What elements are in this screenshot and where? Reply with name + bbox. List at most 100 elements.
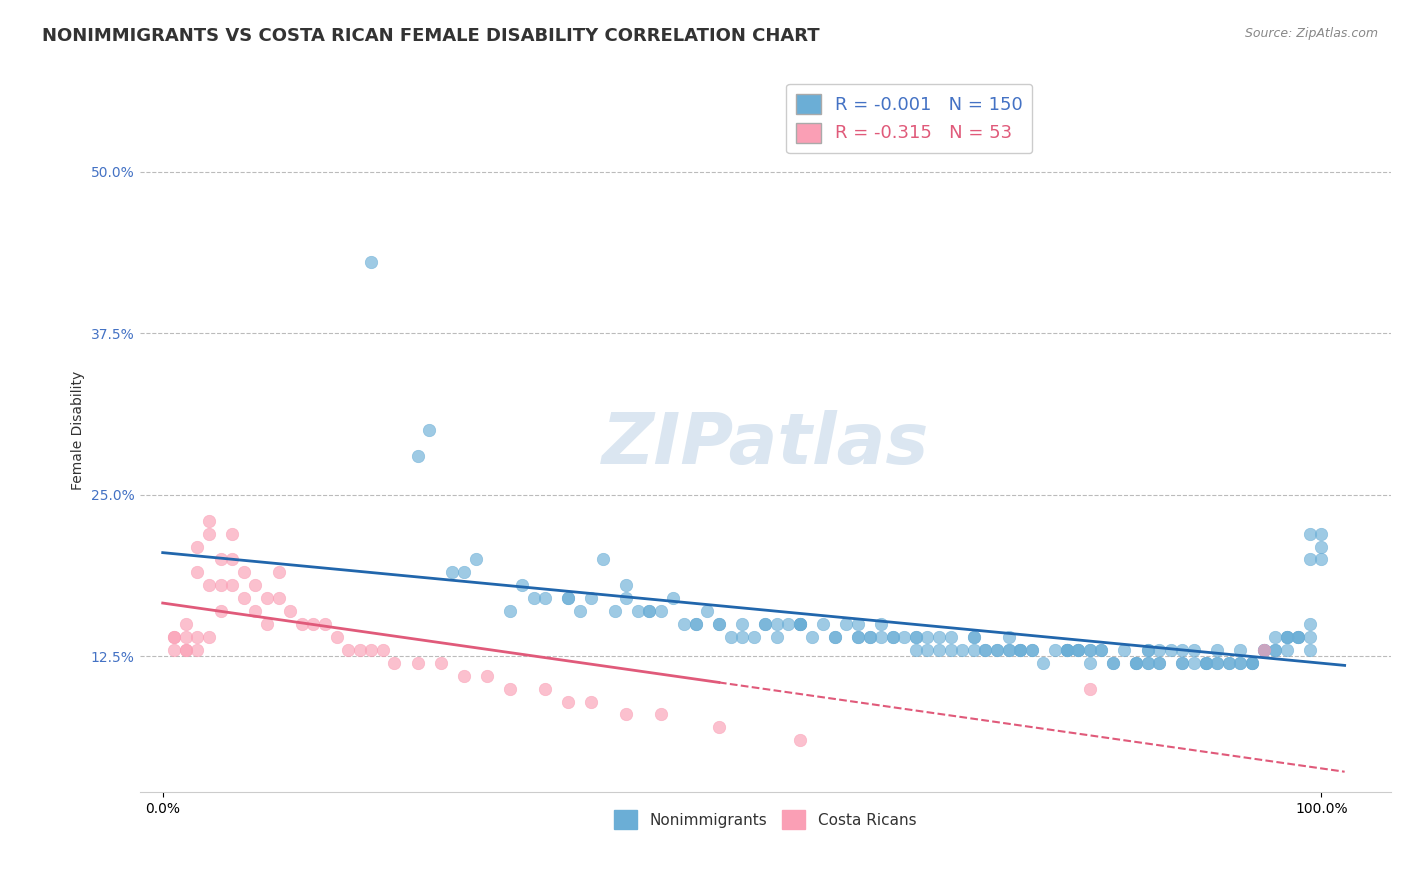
Point xyxy=(186,630,208,644)
Point xyxy=(1032,656,1054,670)
Point xyxy=(406,656,429,670)
Point xyxy=(800,630,823,644)
Point xyxy=(163,643,186,657)
Point xyxy=(1078,643,1101,657)
Point xyxy=(1194,656,1216,670)
Point xyxy=(811,617,834,632)
Point xyxy=(986,643,1008,657)
Point xyxy=(986,643,1008,657)
Point xyxy=(1264,643,1286,657)
Point xyxy=(870,617,893,632)
Point xyxy=(1229,656,1251,670)
Point xyxy=(1229,643,1251,657)
Point xyxy=(1275,630,1298,644)
Point xyxy=(302,617,325,632)
Point xyxy=(707,617,730,632)
Point xyxy=(1021,643,1043,657)
Point xyxy=(1253,643,1275,657)
Point xyxy=(1021,643,1043,657)
Point xyxy=(1218,656,1240,670)
Point xyxy=(685,617,707,632)
Point xyxy=(371,643,394,657)
Point xyxy=(267,566,290,580)
Point xyxy=(186,643,208,657)
Point xyxy=(1067,643,1090,657)
Point xyxy=(1206,656,1229,670)
Point xyxy=(917,630,939,644)
Point xyxy=(1171,656,1194,670)
Point xyxy=(163,630,186,644)
Point xyxy=(1253,643,1275,657)
Point xyxy=(904,630,927,644)
Point xyxy=(278,604,301,618)
Point xyxy=(789,617,811,632)
Point xyxy=(1171,643,1194,657)
Point xyxy=(997,630,1019,644)
Point xyxy=(568,604,591,618)
Point xyxy=(766,630,789,644)
Point xyxy=(731,617,754,632)
Point xyxy=(789,617,811,632)
Point xyxy=(1090,643,1112,657)
Point xyxy=(685,617,707,632)
Point xyxy=(245,604,267,618)
Point xyxy=(1253,643,1275,657)
Text: NONIMMIGRANTS VS COSTA RICAN FEMALE DISABILITY CORRELATION CHART: NONIMMIGRANTS VS COSTA RICAN FEMALE DISA… xyxy=(42,27,820,45)
Point xyxy=(557,591,579,606)
Point xyxy=(1218,656,1240,670)
Point xyxy=(1275,630,1298,644)
Point xyxy=(731,630,754,644)
Text: ZIPatlas: ZIPatlas xyxy=(602,410,929,479)
Point xyxy=(939,630,962,644)
Point xyxy=(1078,643,1101,657)
Point xyxy=(581,591,603,606)
Point xyxy=(673,617,696,632)
Point xyxy=(198,630,221,644)
Point xyxy=(1090,643,1112,657)
Point xyxy=(904,643,927,657)
Point xyxy=(1299,643,1322,657)
Point xyxy=(1010,643,1032,657)
Point xyxy=(1206,656,1229,670)
Point xyxy=(1286,630,1309,644)
Point xyxy=(870,630,893,644)
Point xyxy=(1102,656,1125,670)
Point xyxy=(581,694,603,708)
Point xyxy=(974,643,997,657)
Point xyxy=(453,566,475,580)
Point xyxy=(163,630,186,644)
Point xyxy=(256,617,278,632)
Point xyxy=(406,449,429,463)
Point xyxy=(209,552,232,566)
Point xyxy=(198,526,221,541)
Point xyxy=(186,566,208,580)
Point xyxy=(1240,656,1263,670)
Point xyxy=(650,707,672,722)
Point xyxy=(221,552,243,566)
Point xyxy=(963,630,986,644)
Point xyxy=(638,604,661,618)
Point xyxy=(1194,656,1216,670)
Point xyxy=(209,578,232,592)
Point xyxy=(510,578,533,592)
Point xyxy=(1043,643,1066,657)
Point xyxy=(1264,643,1286,657)
Point xyxy=(1067,643,1090,657)
Point xyxy=(835,617,858,632)
Point xyxy=(720,630,742,644)
Point xyxy=(267,591,290,606)
Point xyxy=(1147,656,1170,670)
Point xyxy=(997,643,1019,657)
Point xyxy=(614,591,637,606)
Point xyxy=(789,617,811,632)
Point xyxy=(627,604,650,618)
Point xyxy=(893,630,915,644)
Point xyxy=(1206,643,1229,657)
Point xyxy=(1182,656,1205,670)
Point xyxy=(789,733,811,747)
Point xyxy=(1171,656,1194,670)
Point xyxy=(1114,643,1136,657)
Point xyxy=(1125,656,1147,670)
Legend: Nonimmigrants, Costa Ricans: Nonimmigrants, Costa Ricans xyxy=(609,804,922,835)
Point xyxy=(174,643,197,657)
